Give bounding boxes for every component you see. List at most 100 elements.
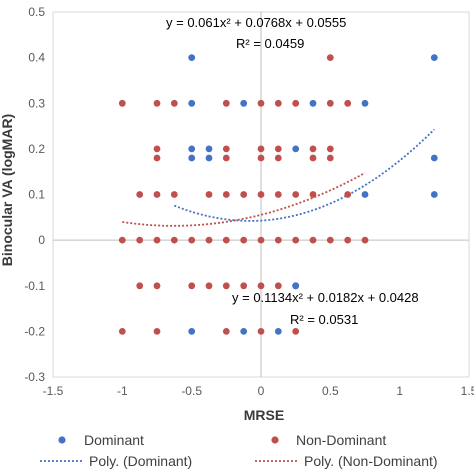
y-tick-label: -0.1 <box>24 279 45 293</box>
point-dominant <box>240 328 248 335</box>
point-nondominant <box>257 145 265 153</box>
x-tick-label: 1 <box>396 384 403 398</box>
point-nondominant <box>222 282 230 290</box>
point-nondominant <box>222 191 230 198</box>
x-tick-label: -0.5 <box>181 384 202 398</box>
point-nondominant <box>205 191 213 198</box>
point-nondominant <box>292 191 300 198</box>
point-nondominant <box>274 99 282 107</box>
point-dominant <box>292 145 300 153</box>
point-nondominant <box>153 145 161 153</box>
point-nondominant <box>344 236 352 244</box>
point-dominant <box>188 328 196 335</box>
point-nondominant <box>292 328 300 335</box>
x-tick-label: -1.5 <box>43 384 64 398</box>
point-dominant <box>292 282 300 290</box>
trendline-nondominant <box>122 172 366 227</box>
point-dominant <box>188 154 196 162</box>
point-nondominant <box>274 154 282 162</box>
point-nondominant <box>153 99 161 107</box>
point-nondominant <box>118 328 126 335</box>
point-dominant <box>188 145 196 153</box>
y-tick-label: 0.1 <box>28 188 45 202</box>
point-nondominant <box>292 236 300 244</box>
dominant-equation: y = 0.1134x² + 0.0182x + 0.0428 <box>232 290 419 305</box>
point-nondominant <box>292 99 300 107</box>
point-nondominant <box>153 282 161 290</box>
y-tick-label: 0 <box>38 233 45 247</box>
y-tick-label: 0.3 <box>28 96 45 110</box>
point-nondominant <box>118 236 126 244</box>
point-dominant <box>274 328 282 335</box>
x-tick-label: 0.5 <box>322 384 339 398</box>
legend-label-dominant: Dominant <box>84 432 144 448</box>
dominant-r2: R² = 0.0531 <box>290 312 358 327</box>
point-dominant <box>361 191 369 198</box>
point-dominant <box>361 99 369 107</box>
point-dominant <box>205 145 213 153</box>
trendline-layer <box>122 128 435 227</box>
point-nondominant <box>153 328 161 335</box>
point-nondominant <box>170 99 178 107</box>
point-nondominant <box>136 191 144 198</box>
y-tick-label: 0.5 <box>28 5 45 19</box>
nondominant-r2: R² = 0.0459 <box>236 36 304 51</box>
point-dominant <box>188 54 196 61</box>
point-nondominant <box>326 154 334 162</box>
point-nondominant <box>222 154 230 162</box>
y-tick-label: 0.4 <box>28 51 45 65</box>
legend-marker-dominant <box>58 436 66 444</box>
point-nondominant <box>257 236 265 244</box>
point-dominant <box>205 154 213 162</box>
axes: -0.3 -0.2 -0.1 0 0.1 0.2 0.3 0.4 0.5 -1.5 -1 -0.5 0 0… <box>24 5 474 398</box>
point-nondominant <box>170 191 178 198</box>
legend-marker-nondominant <box>271 436 279 444</box>
point-nondominant <box>326 145 334 153</box>
point-nondominant <box>344 99 352 107</box>
point-nondominant <box>257 328 265 335</box>
legend-label-nondominant: Non-Dominant <box>296 432 386 448</box>
point-dominant <box>309 99 317 107</box>
point-nondominant <box>153 154 161 162</box>
point-nondominant <box>274 236 282 244</box>
point-nondominant <box>240 191 248 198</box>
point-nondominant <box>309 191 317 198</box>
point-nondominant <box>153 191 161 198</box>
legend-label-poly-dominant: Poly. (Dominant) <box>89 453 192 469</box>
point-nondominant <box>188 236 196 244</box>
point-dominant <box>430 54 438 61</box>
point-nondominant <box>274 282 282 290</box>
point-nondominant <box>344 191 352 198</box>
point-nondominant <box>240 282 248 290</box>
point-nondominant <box>222 99 230 107</box>
y-axis-title: Binocular VA (logMAR) <box>0 114 15 266</box>
trendline-dominant <box>173 128 435 222</box>
point-nondominant <box>274 191 282 198</box>
point-nondominant <box>205 282 213 290</box>
nondominant-equation: y = 0.061x² + 0.0768x + 0.0555 <box>166 15 346 30</box>
point-dominant <box>430 191 438 198</box>
x-tick-label: -1 <box>117 384 128 398</box>
point-nondominant <box>257 191 265 198</box>
point-nondominant <box>309 236 317 244</box>
point-nondominant <box>361 236 369 244</box>
point-nondominant <box>153 236 161 244</box>
point-nondominant <box>326 54 334 61</box>
point-nondominant <box>118 99 126 107</box>
point-nondominant <box>257 282 265 290</box>
legend: Dominant Non-Dominant Poly. (Dominant) P… <box>40 432 438 469</box>
x-axis-title: MRSE <box>244 407 284 423</box>
points-layer <box>118 54 438 335</box>
point-nondominant <box>257 154 265 162</box>
point-dominant <box>240 99 248 107</box>
point-nondominant <box>257 99 265 107</box>
point-nondominant <box>309 154 317 162</box>
y-tick-label: -0.2 <box>24 324 45 338</box>
point-nondominant <box>188 282 196 290</box>
legend-label-poly-nondominant: Poly. (Non-Dominant) <box>304 453 438 469</box>
y-tick-label: -0.3 <box>24 370 45 384</box>
point-nondominant <box>222 236 230 244</box>
point-dominant <box>430 154 438 162</box>
y-tick-label: 0.2 <box>28 142 45 156</box>
